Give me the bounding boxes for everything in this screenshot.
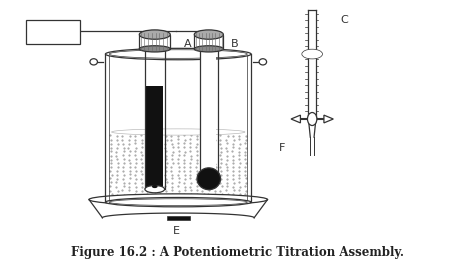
- Text: E: E: [173, 226, 180, 236]
- Ellipse shape: [105, 197, 251, 207]
- Bar: [26, 20, 80, 44]
- Ellipse shape: [89, 194, 267, 205]
- Ellipse shape: [259, 59, 266, 65]
- Bar: [146, 86, 163, 189]
- Ellipse shape: [194, 46, 223, 52]
- Ellipse shape: [139, 46, 170, 52]
- Ellipse shape: [145, 186, 164, 193]
- Bar: [194, 35, 223, 49]
- Ellipse shape: [139, 30, 170, 39]
- Bar: [166, 216, 190, 220]
- Ellipse shape: [109, 50, 247, 58]
- Ellipse shape: [105, 48, 251, 60]
- Ellipse shape: [302, 49, 322, 59]
- Bar: [139, 35, 170, 49]
- Text: B: B: [231, 39, 238, 49]
- Polygon shape: [291, 115, 301, 123]
- Ellipse shape: [308, 112, 317, 125]
- Ellipse shape: [152, 185, 157, 188]
- Ellipse shape: [194, 30, 223, 39]
- Ellipse shape: [109, 199, 247, 206]
- Text: D: D: [64, 21, 72, 30]
- Text: F: F: [279, 143, 286, 153]
- Text: A: A: [184, 39, 191, 49]
- Ellipse shape: [197, 168, 220, 190]
- Bar: [201, 48, 216, 179]
- Ellipse shape: [111, 129, 245, 135]
- Ellipse shape: [90, 59, 98, 65]
- Text: C: C: [340, 15, 348, 25]
- Text: Figure 16.2 : A Potentiometric Titration Assembly.: Figure 16.2 : A Potentiometric Titration…: [71, 246, 403, 259]
- Polygon shape: [324, 115, 333, 123]
